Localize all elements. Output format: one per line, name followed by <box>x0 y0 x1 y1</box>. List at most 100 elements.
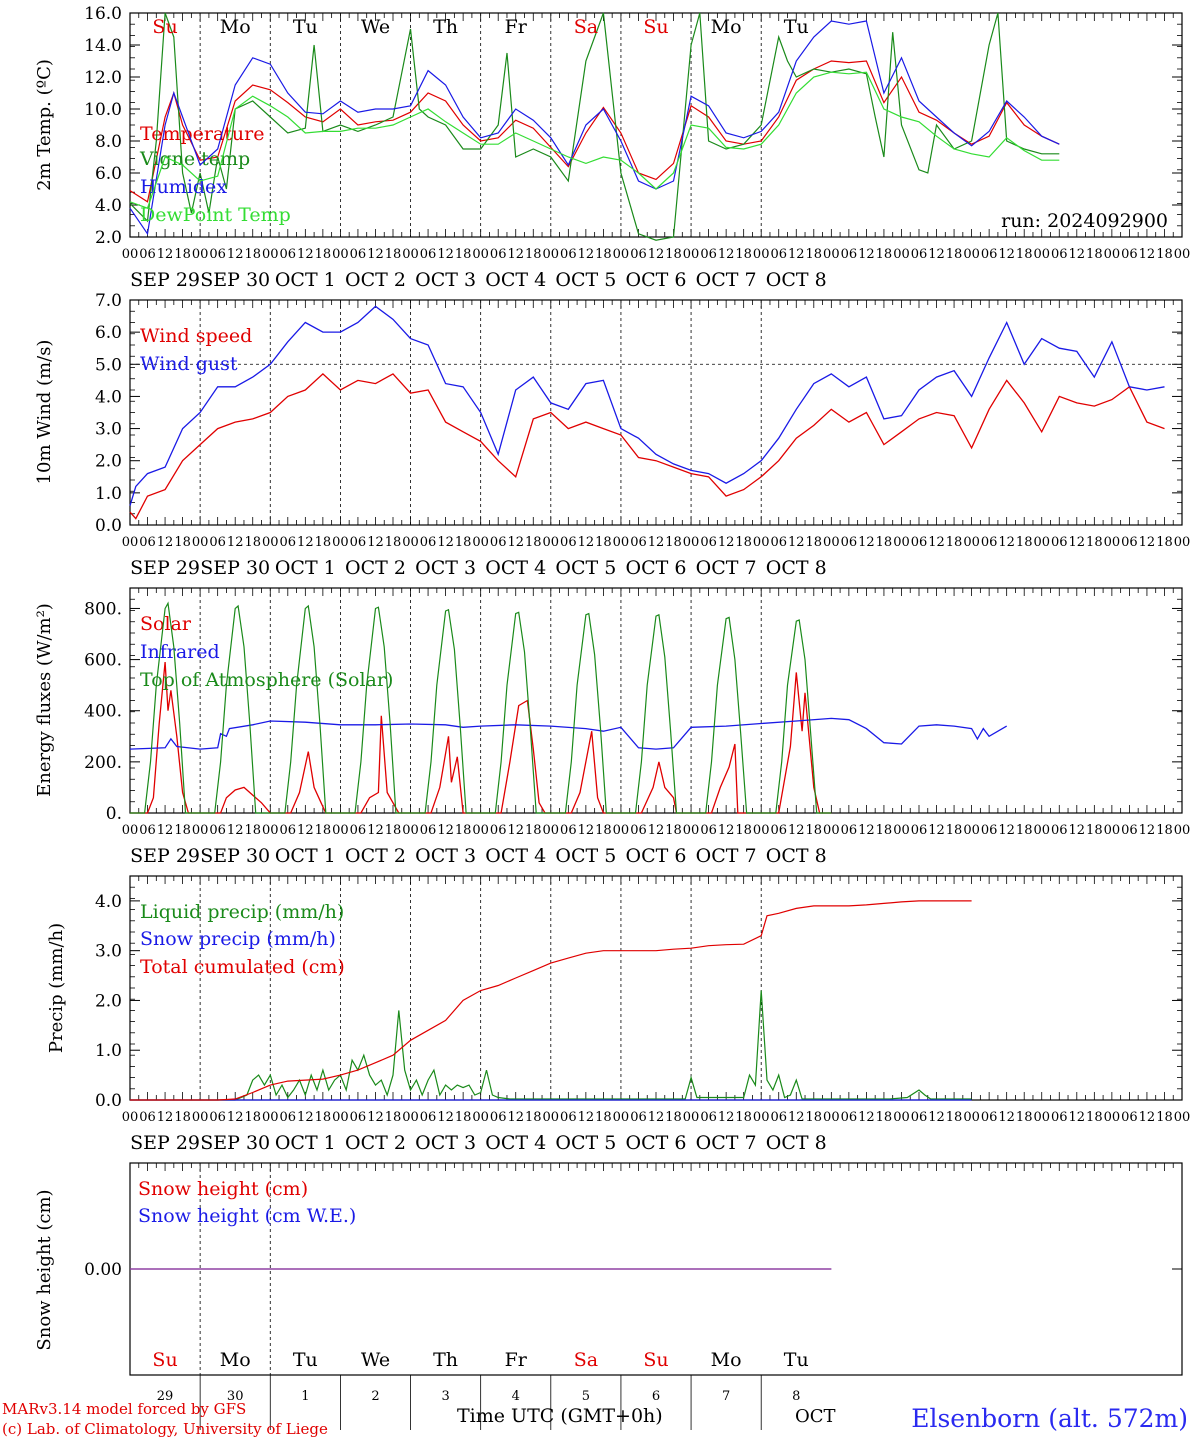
legend-entry: Snow precip (mm/h) <box>140 928 336 950</box>
y-tick-label: 2.0 <box>95 228 122 248</box>
x-hour-label: 06 <box>490 1110 507 1125</box>
plot-frame <box>129 587 1183 814</box>
x-hour-label: 12 <box>227 1110 244 1125</box>
date-label: SEP 30 <box>200 845 270 867</box>
x-hour-label: 00 <box>332 823 349 838</box>
x-hour-label: 06 <box>911 1110 928 1125</box>
x-hour-label: 18 <box>876 823 893 838</box>
x-hour-label: 00 <box>543 1110 560 1125</box>
x-hour-label: 00 <box>472 535 489 550</box>
x-hour-label: 18 <box>595 1110 612 1125</box>
x-hour-label: 06 <box>280 823 297 838</box>
date-label: OCT 7 <box>696 1132 757 1154</box>
y-tick-label: 12.0 <box>84 68 122 88</box>
station-label: Elsenborn (alt. 572m) <box>911 1404 1188 1433</box>
y-tick-label: 8.0 <box>95 132 122 152</box>
x-hour-label: 12 <box>1069 247 1086 262</box>
x-hour-label: 06 <box>1121 247 1138 262</box>
x-hour-label: 12 <box>648 823 665 838</box>
x-hour-label: 06 <box>420 823 437 838</box>
x-hour-label: 00 <box>683 823 700 838</box>
weekday-label: Tu <box>784 16 809 38</box>
x-hour-label: 12 <box>718 1110 735 1125</box>
x-hour-label: 18 <box>525 823 542 838</box>
date-label: OCT 6 <box>626 269 687 291</box>
x-hour-label: 12 <box>788 823 805 838</box>
x-hour-label: 18 <box>455 1110 472 1125</box>
legend-entry: Humidex <box>140 176 227 198</box>
x-hour-label: 06 <box>981 535 998 550</box>
x-hour-label: 00 <box>613 1110 630 1125</box>
x-hour-label: 00 <box>613 535 630 550</box>
x-hour-label: 18 <box>735 247 752 262</box>
x-hour-label: 12 <box>788 535 805 550</box>
x-hour-label: 18 <box>946 1110 963 1125</box>
x-hour-label: 18 <box>174 535 191 550</box>
date-label: OCT 4 <box>485 269 546 291</box>
x-hour-label: 00 <box>1033 1110 1050 1125</box>
x-hour-label: 12 <box>437 535 454 550</box>
x-hour-label: 12 <box>367 535 384 550</box>
y-tick-label: 3.0 <box>95 942 122 962</box>
x-hour-label: 18 <box>1016 823 1033 838</box>
x-hour-label: 18 <box>665 823 682 838</box>
x-hour-label: 12 <box>928 247 945 262</box>
x-hour-label: 18 <box>735 823 752 838</box>
x-hour-label: 12 <box>998 823 1015 838</box>
x-hour-label: 12 <box>578 823 595 838</box>
x-hour-label: 18 <box>385 535 402 550</box>
x-hour-label: 00 <box>613 247 630 262</box>
x-hour-label: 12 <box>157 247 174 262</box>
x-hour-label: 06 <box>1051 535 1068 550</box>
x-hour-label: 12 <box>858 823 875 838</box>
x-hour-label: 00 <box>402 535 419 550</box>
weekday-label: Th <box>433 16 458 38</box>
x-hour-label: 12 <box>157 823 174 838</box>
y-tick-label: 7.0 <box>95 291 122 311</box>
x-hour-label: 18 <box>525 535 542 550</box>
x-hour-label: 12 <box>718 823 735 838</box>
x-hour-label: 00 <box>472 823 489 838</box>
y-axis-label: Snow height (cm) <box>34 1189 55 1350</box>
x-hour-label: 00 <box>472 247 489 262</box>
legend-entry: Temperature <box>140 123 264 145</box>
x-hour-label: 00 <box>332 1110 349 1125</box>
x-hour-label: 18 <box>455 535 472 550</box>
series-line <box>129 717 1008 750</box>
x-hour-label: 18 <box>455 247 472 262</box>
x-hour-label: 18 <box>876 247 893 262</box>
x-hour-label: 12 <box>507 823 524 838</box>
x-hour-label: 06 <box>560 1110 577 1125</box>
weekday-label-bottom: Fr <box>505 1349 528 1371</box>
date-label: SEP 29 <box>130 557 200 579</box>
x-hour-label: 00 <box>683 535 700 550</box>
y-tick-label: 0.0 <box>95 516 122 536</box>
x-hour-label: 06 <box>981 247 998 262</box>
x-hour-label: 12 <box>157 1110 174 1125</box>
x-hour-label: 06 <box>630 535 647 550</box>
x-hour-label: 18 <box>525 247 542 262</box>
x-hour-label: 12 <box>437 823 454 838</box>
series-line <box>129 20 1060 236</box>
y-axis-label: Precip (mm/h) <box>46 923 67 1053</box>
x-hour-label: 18 <box>1156 535 1173 550</box>
x-hour-label: 18 <box>876 535 893 550</box>
date-label: OCT 1 <box>275 1132 336 1154</box>
y-tick-label: 4.0 <box>95 892 122 912</box>
x-hour-label: 18 <box>1156 247 1173 262</box>
series-line <box>130 601 832 814</box>
x-hour-label: 18 <box>806 535 823 550</box>
day-number-label: 30 <box>227 1389 244 1404</box>
x-hour-label: 00 <box>963 823 980 838</box>
date-label: OCT 2 <box>345 1132 406 1154</box>
date-label: OCT 3 <box>415 269 476 291</box>
y-tick-label: 4.0 <box>95 387 122 407</box>
date-label: OCT 7 <box>696 845 757 867</box>
x-hour-label: 00 <box>893 823 910 838</box>
x-hour-label: 00 <box>1174 535 1191 550</box>
x-hour-label: 06 <box>1121 1110 1138 1125</box>
x-hour-label: 12 <box>648 1110 665 1125</box>
series-line <box>129 12 1060 241</box>
x-hour-label: 00 <box>1174 1110 1191 1125</box>
x-hour-label: 18 <box>244 1110 261 1125</box>
